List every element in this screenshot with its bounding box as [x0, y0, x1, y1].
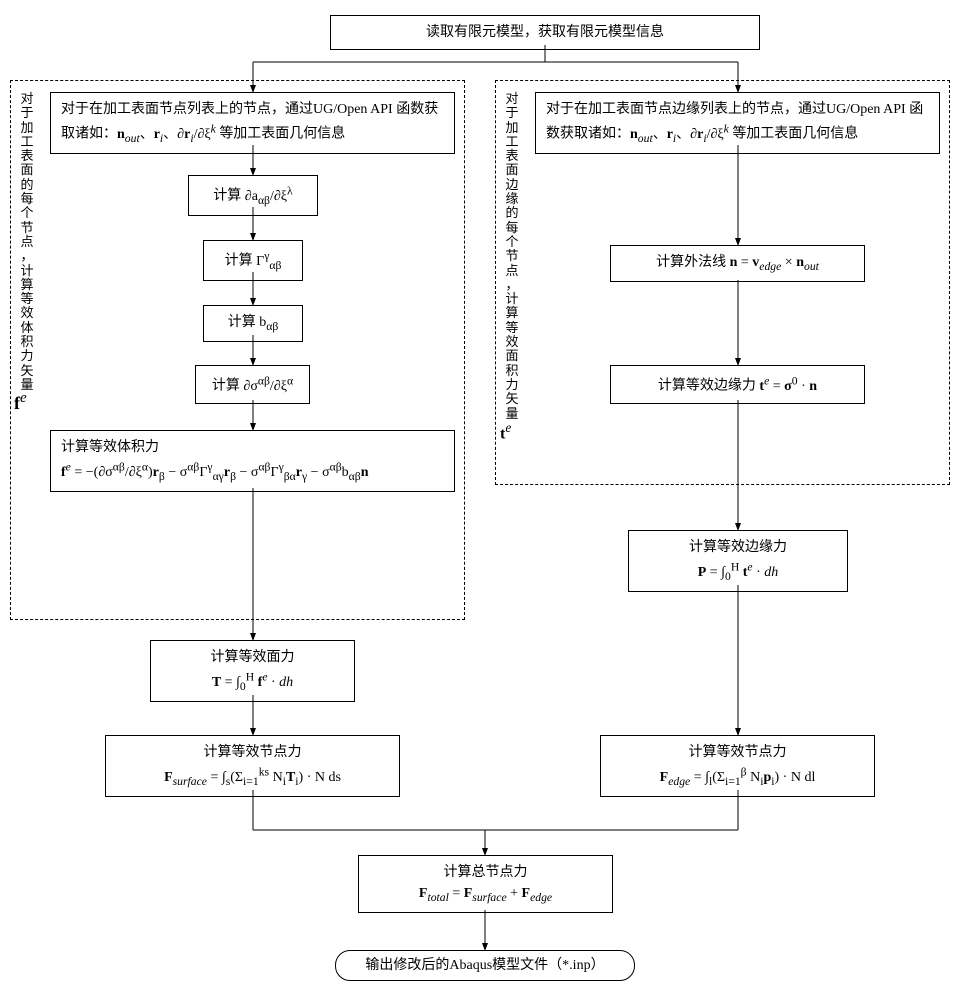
left-step2: 计算 Γγαβ: [203, 240, 303, 281]
left-step7-label: 计算等效节点力: [204, 745, 302, 760]
left-step4: 计算 ∂σαβ/∂ξα: [195, 365, 310, 404]
left-api-box: 对于在加工表面节点列表上的节点，通过UG/Open API 函数获取诸如：nou…: [50, 92, 455, 154]
output-text: 输出修改后的Abaqus模型文件（*.inp）: [365, 958, 604, 973]
right-vlabel-formula: te: [500, 420, 511, 443]
left-step6-label: 计算等效面力: [211, 650, 295, 665]
right-step4-label: 计算等效节点力: [689, 745, 787, 760]
right-step3-label: 计算等效边缘力: [689, 540, 787, 555]
right-api-box: 对于在加工表面节点边缘列表上的节点，通过UG/Open API 函数获取诸如：n…: [535, 92, 940, 154]
left-step5: 计算等效体积力 fe = −(∂σαβ/∂ξα)rβ − σαβΓγαγrβ −…: [50, 430, 455, 492]
left-step5-label: 计算等效体积力: [61, 440, 159, 455]
left-vlabel: 对于加工表面的每个节点，计算等效体积力矢量: [18, 92, 36, 392]
right-step1: 计算外法线 n = vedge × nout: [610, 245, 865, 282]
total-box: 计算总节点力 Ftotal = Fsurface + Fedge: [358, 855, 613, 913]
total-label: 计算总节点力: [444, 865, 528, 880]
right-step3: 计算等效边缘力 P = ∫0H te · dh: [628, 530, 848, 592]
left-dashed-panel: [10, 80, 465, 620]
top-box: 读取有限元模型，获取有限元模型信息: [330, 15, 760, 50]
left-vlabel-formula: fe: [14, 390, 27, 414]
output-box: 输出修改后的Abaqus模型文件（*.inp）: [335, 950, 635, 981]
top-box-text: 读取有限元模型，获取有限元模型信息: [426, 25, 664, 40]
left-step3: 计算 bαβ: [203, 305, 303, 342]
left-step1: 计算 ∂aαβ/∂ξλ: [188, 175, 318, 216]
left-step6: 计算等效面力 T = ∫0H fe · dh: [150, 640, 355, 702]
right-step4: 计算等效节点力 Fedge = ∫l(Σi=1β Nipi) · N dl: [600, 735, 875, 797]
right-vlabel: 对于加工表面边缘的每个节点，计算等效面积力矢量: [503, 92, 521, 421]
left-step7: 计算等效节点力 Fsurface = ∫s(Σi=1ks NiTi) · N d…: [105, 735, 400, 797]
right-step2: 计算等效边缘力 te = σ0 · n: [610, 365, 865, 404]
